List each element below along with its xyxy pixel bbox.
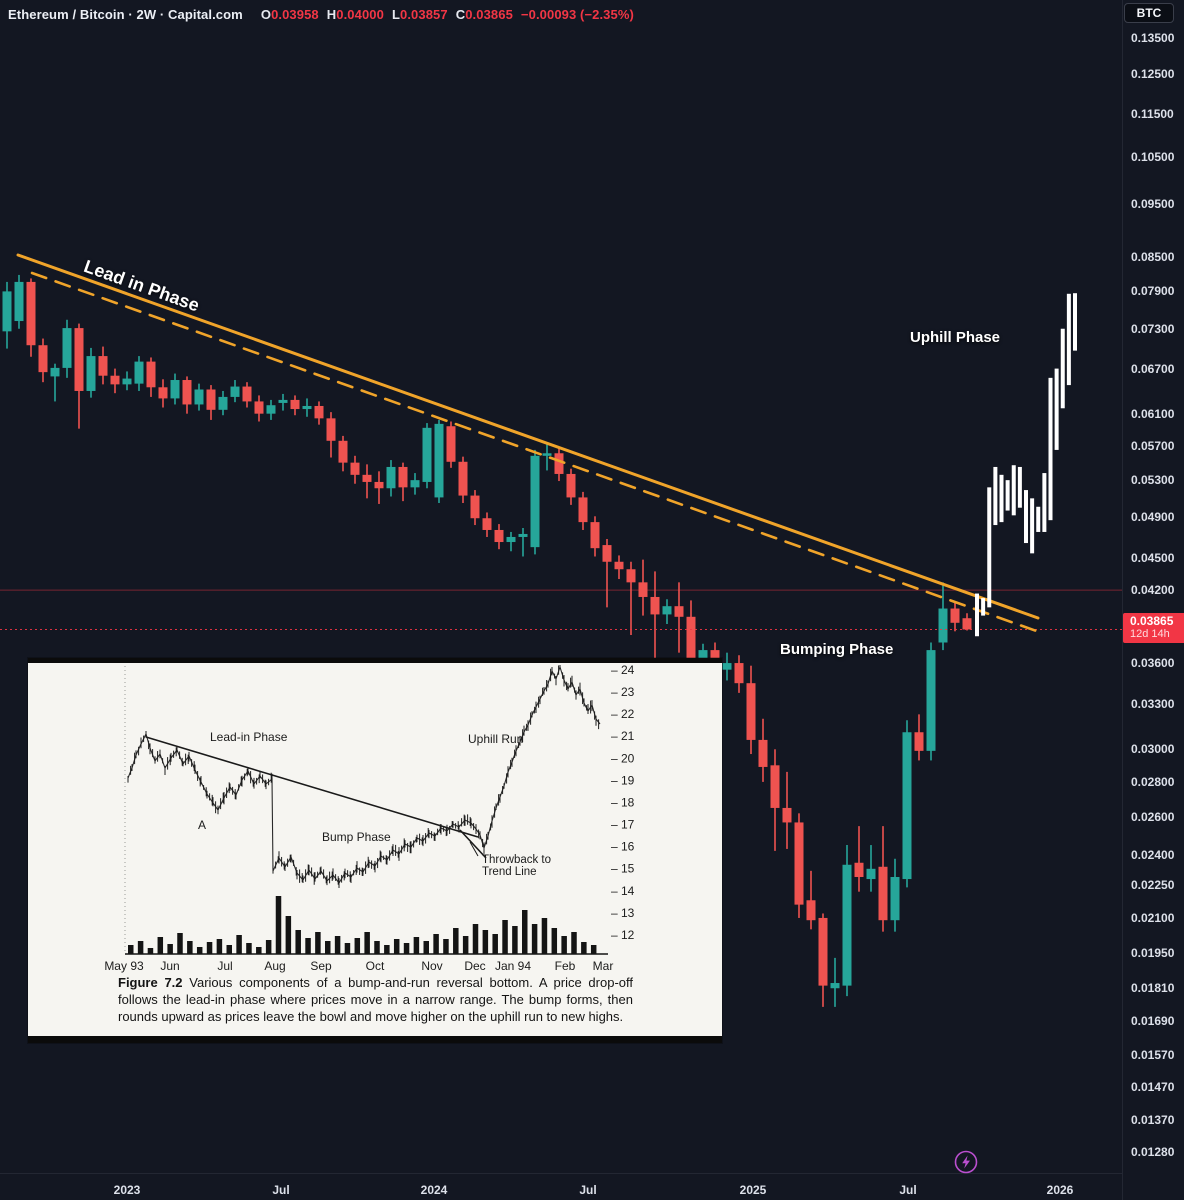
ohlc-value: 0.04000 (336, 7, 384, 22)
price-tick: 0.03300 (1131, 697, 1175, 712)
price-tick: 0.06100 (1131, 406, 1175, 421)
svg-text:– 18: – 18 (611, 795, 635, 809)
bump-and-run-sketch: – 24 – 23 – 22 – 21 – 20 – 19 – 18 – 17 – 16 – 15… (28, 658, 722, 1043)
ohlc-key: O (260, 7, 272, 22)
inset-label-a: A (198, 818, 207, 832)
price-tick: 0.01950 (1131, 945, 1175, 960)
time-tick: Jul (579, 1183, 597, 1197)
ohlc-key: L (391, 7, 401, 22)
svg-text:Aug: Aug (264, 959, 285, 973)
price-tick: 0.08500 (1131, 249, 1175, 264)
price-tick: 0.05700 (1131, 438, 1175, 453)
currency-unit-button[interactable]: BTC (1124, 3, 1174, 23)
price-tick: 0.03000 (1131, 742, 1175, 757)
inset-label-bump-phase: Bump Phase (322, 830, 391, 844)
projected-bars-drawing[interactable] (975, 293, 1077, 637)
price-tick: 0.02400 (1131, 847, 1175, 862)
candles-layer (2, 274, 972, 1007)
svg-text:Dec: Dec (464, 959, 485, 973)
inset-figure-caption: Figure 7.2 Various components of a bump-… (118, 974, 633, 1025)
price-tick: 0.03600 (1131, 656, 1175, 671)
price-tick: 0.01370 (1131, 1112, 1175, 1127)
ohlc-key: H (326, 7, 337, 22)
book-figure-inset[interactable]: – 24 – 23 – 22 – 21 – 20 – 19 – 18 – 17 – 16 – 15… (28, 658, 722, 1043)
svg-text:– 24: – 24 (611, 663, 635, 677)
ohlc-readout: O0.03958 H0.04000 L0.03857 C0.03865 (253, 7, 513, 22)
price-tick: 0.04500 (1131, 550, 1175, 565)
time-tick: Jul (272, 1183, 290, 1197)
annotation-uphill-phase[interactable]: Uphill Phase (910, 329, 1001, 346)
ohlc-value: 0.03958 (271, 7, 319, 22)
bar-countdown: 12d 14h (1130, 628, 1170, 641)
svg-text:– 12: – 12 (611, 928, 635, 942)
time-tick: 2025 (739, 1183, 767, 1197)
svg-text:– 17: – 17 (611, 818, 635, 832)
inset-label-throwback: Throwback to Trend Line (482, 854, 552, 878)
inset-caption-text: Various components of a bump-and-run rev… (118, 975, 633, 1025)
inset-label-uphill-run: Uphill Run (468, 732, 524, 746)
price-tick: 0.01810 (1131, 981, 1175, 996)
svg-text:– 15: – 15 (611, 862, 635, 876)
price-tick: 0.02250 (1131, 878, 1175, 893)
price-tick: 0.01470 (1131, 1079, 1175, 1094)
price-tick: 0.04200 (1131, 583, 1175, 598)
price-tick: 0.09500 (1131, 197, 1175, 212)
time-tick: 2023 (113, 1183, 141, 1197)
price-tick: 0.13500 (1131, 31, 1175, 45)
time-tick: Jul (899, 1183, 917, 1197)
svg-text:Jul: Jul (217, 959, 232, 973)
svg-text:– 16: – 16 (611, 840, 635, 854)
svg-text:– 14: – 14 (611, 884, 635, 898)
svg-text:Feb: Feb (555, 959, 576, 973)
price-tick: 0.01690 (1131, 1013, 1175, 1028)
svg-text:May 93: May 93 (104, 959, 144, 973)
svg-text:Nov: Nov (421, 959, 442, 973)
trendline-drawing[interactable] (16, 253, 1044, 635)
time-tick: 2026 (1046, 1183, 1074, 1197)
chart-legend[interactable]: Ethereum / Bitcoin · 2W · Capital.com O0.… (8, 7, 634, 22)
symbol-title[interactable]: Ethereum / Bitcoin · 2W · Capital.com (8, 7, 243, 22)
change-readout: −0.00093 (−2.35%) (520, 7, 634, 22)
price-axis[interactable]: 0.13500 0.12500 0.11500 0.10500 0.09500 0.085… (1122, 0, 1184, 1200)
svg-text:Jan 94: Jan 94 (495, 959, 531, 973)
price-tick: 0.01570 (1131, 1048, 1175, 1063)
svg-text:Jun: Jun (160, 959, 179, 973)
svg-text:– 23: – 23 (611, 685, 635, 699)
svg-text:Oct: Oct (366, 959, 385, 973)
price-tick: 0.07900 (1131, 284, 1175, 299)
svg-text:Mar: Mar (593, 959, 614, 973)
svg-text:– 22: – 22 (611, 707, 635, 721)
last-price-value: 0.03865 (1130, 614, 1174, 629)
time-axis[interactable]: 2023 Jul 2024 Jul 2025 Jul 2026 (0, 1173, 1122, 1200)
price-tick: 0.06700 (1131, 362, 1175, 377)
ohlc-key: C (455, 7, 466, 22)
inset-label-lead-in: Lead-in Phase (210, 730, 288, 744)
lightning-bolt-icon[interactable] (953, 1149, 979, 1175)
price-tick: 0.04900 (1131, 510, 1175, 525)
price-tick: 0.02600 (1131, 809, 1175, 824)
price-tick: 0.05300 (1131, 473, 1175, 488)
time-tick: 2024 (420, 1183, 448, 1197)
ohlc-value: 0.03857 (400, 7, 448, 22)
ohlc-value: 0.03865 (465, 7, 513, 22)
inset-caption-number: Figure 7.2 (118, 975, 183, 990)
svg-text:Sep: Sep (310, 959, 332, 973)
svg-text:– 20: – 20 (611, 751, 635, 765)
price-tick: 0.02800 (1131, 774, 1175, 789)
price-tick: 0.11500 (1131, 106, 1174, 121)
last-price-label: 0.03865 12d 14h (1123, 613, 1184, 644)
svg-text:– 19: – 19 (611, 773, 635, 787)
svg-text:– 13: – 13 (611, 906, 635, 920)
price-tick: 0.01280 (1131, 1145, 1175, 1160)
annotation-bumping-phase[interactable]: Bumping Phase (780, 641, 894, 658)
svg-text:– 21: – 21 (611, 729, 635, 743)
price-tick: 0.12500 (1131, 67, 1175, 82)
price-tick: 0.07300 (1131, 321, 1175, 336)
price-tick: 0.02100 (1131, 910, 1175, 925)
price-tick: 0.10500 (1131, 149, 1175, 164)
